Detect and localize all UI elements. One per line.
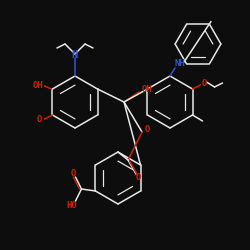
Text: O: O xyxy=(135,174,141,182)
Text: O: O xyxy=(202,78,207,88)
Text: HO: HO xyxy=(66,200,77,209)
Text: O: O xyxy=(71,168,76,177)
Text: O: O xyxy=(144,126,150,134)
Text: N: N xyxy=(72,50,78,60)
Text: OH: OH xyxy=(142,84,152,94)
Text: O: O xyxy=(37,116,42,124)
Text: NH: NH xyxy=(174,60,186,68)
Text: OH: OH xyxy=(33,80,44,90)
